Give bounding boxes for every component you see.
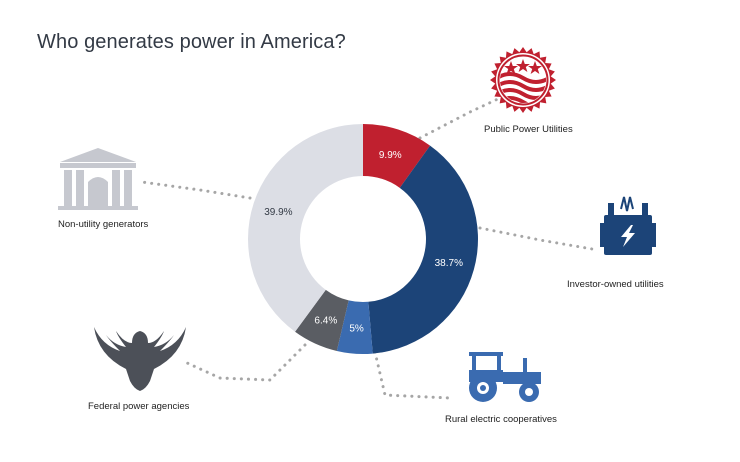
tractor-icon [469, 352, 541, 402]
slice-federal-agencies [295, 289, 349, 351]
connector-investor-owned [478, 226, 600, 252]
slice-public-power [363, 124, 431, 188]
value-label-federal-agencies: 6.4% [314, 315, 337, 326]
label-rural-cooperatives: Rural electric cooperatives [445, 414, 557, 425]
connector-public-power [418, 96, 502, 140]
building-columns-icon [58, 148, 138, 210]
label-public-power: Public Power Utilities [484, 124, 573, 135]
connector-rural-cooperatives [373, 350, 452, 400]
label-non-utility: Non-utility generators [58, 219, 149, 230]
slice-rural-cooperatives [336, 300, 373, 354]
eagle-icon [94, 327, 186, 391]
slice-non-utility [247, 123, 363, 332]
value-label-investor-owned: 38.7% [435, 258, 463, 269]
chart-title: Who generates power in America? [37, 31, 346, 53]
power-transformer-icon [600, 196, 656, 255]
donut-slices [247, 123, 478, 354]
value-label-rural-cooperatives: 5% [349, 323, 364, 334]
label-investor-owned: Investor-owned utilities [567, 279, 664, 290]
label-federal-agencies: Federal power agencies [88, 401, 190, 412]
value-label-non-utility: 39.9% [264, 207, 292, 218]
connector-lines [140, 96, 600, 400]
connector-non-utility [140, 180, 252, 200]
seal-flag-icon [490, 47, 556, 113]
connector-federal-agencies [183, 343, 307, 382]
value-label-public-power: 9.9% [379, 150, 402, 161]
slice-investor-owned [368, 145, 478, 354]
slice-value-labels: 9.9% 38.7% 5% 6.4% 39.9% [264, 150, 463, 334]
